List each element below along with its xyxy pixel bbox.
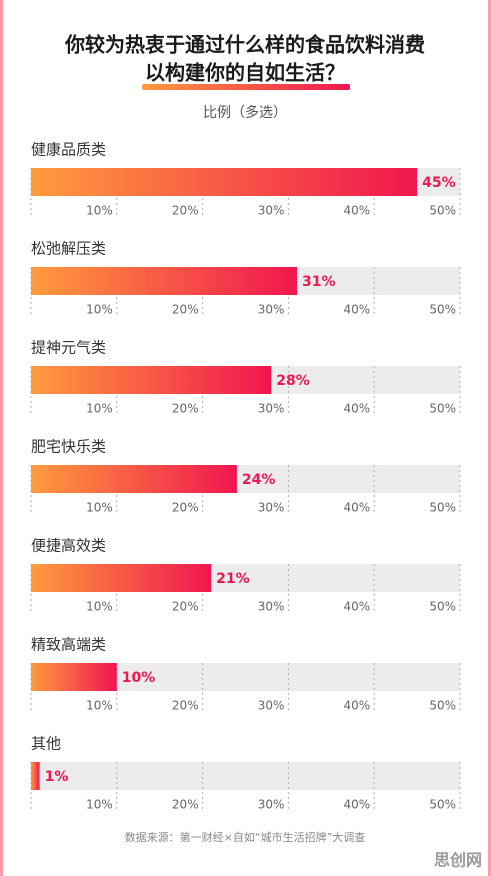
title-underline	[142, 84, 350, 90]
value-label: 28%	[276, 373, 310, 389]
chart-title: 以构建你的自如生活？	[145, 61, 345, 85]
x-tick-label: 40%	[344, 204, 371, 218]
x-tick-label: 20%	[172, 303, 199, 317]
category-label: 松弛解压类	[31, 240, 106, 258]
x-tick-label: 10%	[86, 699, 113, 713]
bar	[31, 663, 117, 691]
x-tick-label: 30%	[258, 204, 285, 218]
bar	[31, 267, 297, 295]
x-tick-label: 50%	[429, 798, 456, 812]
x-tick-label: 10%	[86, 501, 113, 515]
border-left	[0, 0, 3, 876]
category-label: 其他	[31, 735, 61, 753]
category-label: 健康品质类	[31, 141, 106, 159]
x-tick-label: 50%	[429, 402, 456, 416]
x-tick-label: 40%	[344, 600, 371, 614]
x-tick-label: 40%	[344, 303, 371, 317]
x-tick-label: 30%	[258, 501, 285, 515]
bar	[31, 762, 40, 790]
bar-track	[31, 762, 460, 790]
bar	[31, 168, 418, 196]
x-tick-label: 10%	[86, 303, 113, 317]
value-label: 31%	[302, 274, 336, 290]
border-right	[488, 0, 491, 876]
x-tick-label: 10%	[86, 600, 113, 614]
chart-title: 你较为热衷于通过什么样的食品饮料消费	[64, 33, 425, 57]
x-tick-label: 40%	[344, 798, 371, 812]
x-tick-label: 50%	[429, 303, 456, 317]
x-tick-label: 20%	[172, 600, 199, 614]
x-tick-label: 20%	[172, 402, 199, 416]
x-tick-label: 20%	[172, 501, 199, 515]
x-tick-label: 20%	[172, 798, 199, 812]
category-label: 肥宅快乐类	[31, 438, 106, 456]
bar	[31, 564, 212, 592]
subtitle: 比例（多选）	[203, 104, 287, 121]
x-tick-label: 50%	[429, 501, 456, 515]
value-label: 1%	[45, 769, 69, 785]
x-tick-label: 50%	[429, 600, 456, 614]
x-tick-label: 30%	[258, 699, 285, 713]
x-tick-label: 30%	[258, 600, 285, 614]
x-tick-label: 50%	[429, 699, 456, 713]
x-tick-label: 10%	[86, 204, 113, 218]
category-label: 提神元气类	[31, 339, 106, 357]
x-tick-label: 10%	[86, 402, 113, 416]
x-tick-label: 50%	[429, 204, 456, 218]
value-label: 45%	[422, 175, 456, 191]
source: 数据来源：第一财经×自如“城市生活招牌”大调查	[125, 830, 366, 844]
watermark: 思创网	[434, 851, 482, 870]
x-tick-label: 40%	[344, 501, 371, 515]
x-tick-label: 30%	[258, 798, 285, 812]
x-tick-label: 40%	[344, 402, 371, 416]
bar	[31, 465, 237, 493]
value-label: 21%	[216, 571, 250, 587]
x-tick-label: 20%	[172, 204, 199, 218]
x-tick-label: 30%	[258, 402, 285, 416]
x-tick-label: 40%	[344, 699, 371, 713]
x-tick-label: 10%	[86, 798, 113, 812]
value-label: 10%	[122, 670, 156, 686]
category-label: 便捷高效类	[31, 537, 106, 555]
value-label: 24%	[242, 472, 276, 488]
category-label: 精致高端类	[31, 636, 106, 654]
x-tick-label: 20%	[172, 699, 199, 713]
bar	[31, 366, 272, 394]
x-tick-label: 30%	[258, 303, 285, 317]
